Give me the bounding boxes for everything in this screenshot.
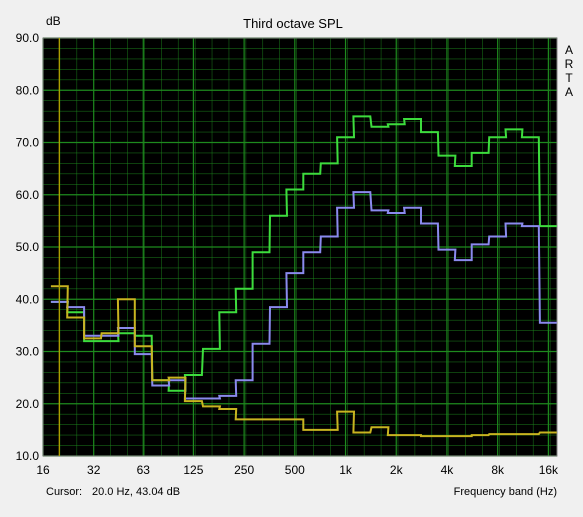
x-tick-label: 250 xyxy=(234,463,254,477)
x-tick-label: 32 xyxy=(87,463,101,477)
side-label-letter-1: R xyxy=(565,57,574,71)
series-line-2 xyxy=(50,285,557,438)
y-tick-label: 20.0 xyxy=(16,397,40,411)
x-tick-label: 1k xyxy=(339,463,353,477)
cursor-readout: 20.0 Hz, 43.04 dB xyxy=(92,486,181,498)
x-tick-label: 500 xyxy=(285,463,305,477)
side-label-letter-3: A xyxy=(565,85,573,99)
y-tick-label: 60.0 xyxy=(16,188,40,202)
grid xyxy=(42,37,558,457)
x-tick-label: 125 xyxy=(183,463,203,477)
x-tick-label: 2k xyxy=(390,463,404,477)
chart-title: Third octave SPL xyxy=(243,16,343,31)
y-tick-label: 30.0 xyxy=(16,345,40,359)
y-tick-label: 40.0 xyxy=(16,292,40,306)
side-label-letter-2: T xyxy=(565,71,573,85)
series-line-1 xyxy=(50,191,557,400)
y-tick-label: 70.0 xyxy=(16,136,40,150)
side-label-letter-0: A xyxy=(565,43,573,57)
y-tick-label: 80.0 xyxy=(16,83,40,97)
series-lines xyxy=(50,115,557,438)
cursor-label: Cursor: xyxy=(46,486,83,498)
y-tick-label: 90.0 xyxy=(16,31,40,45)
x-tick-label: 16 xyxy=(36,463,50,477)
x-axis-label: Frequency band (Hz) xyxy=(453,486,557,498)
plot-border xyxy=(42,37,558,457)
y-tick-label: 50.0 xyxy=(16,240,40,254)
x-tick-label: 63 xyxy=(137,463,151,477)
axis-ticks: 90.0 80.0 70.0 60.0 50.0 40.0 30.0 20.0 10.016 32… xyxy=(16,31,559,477)
x-tick-label: 4k xyxy=(441,463,455,477)
x-tick-label: 16k xyxy=(539,463,559,477)
y-axis-label: dB xyxy=(46,14,61,28)
y-tick-label: 10.0 xyxy=(16,449,40,463)
x-tick-label: 8k xyxy=(491,463,505,477)
